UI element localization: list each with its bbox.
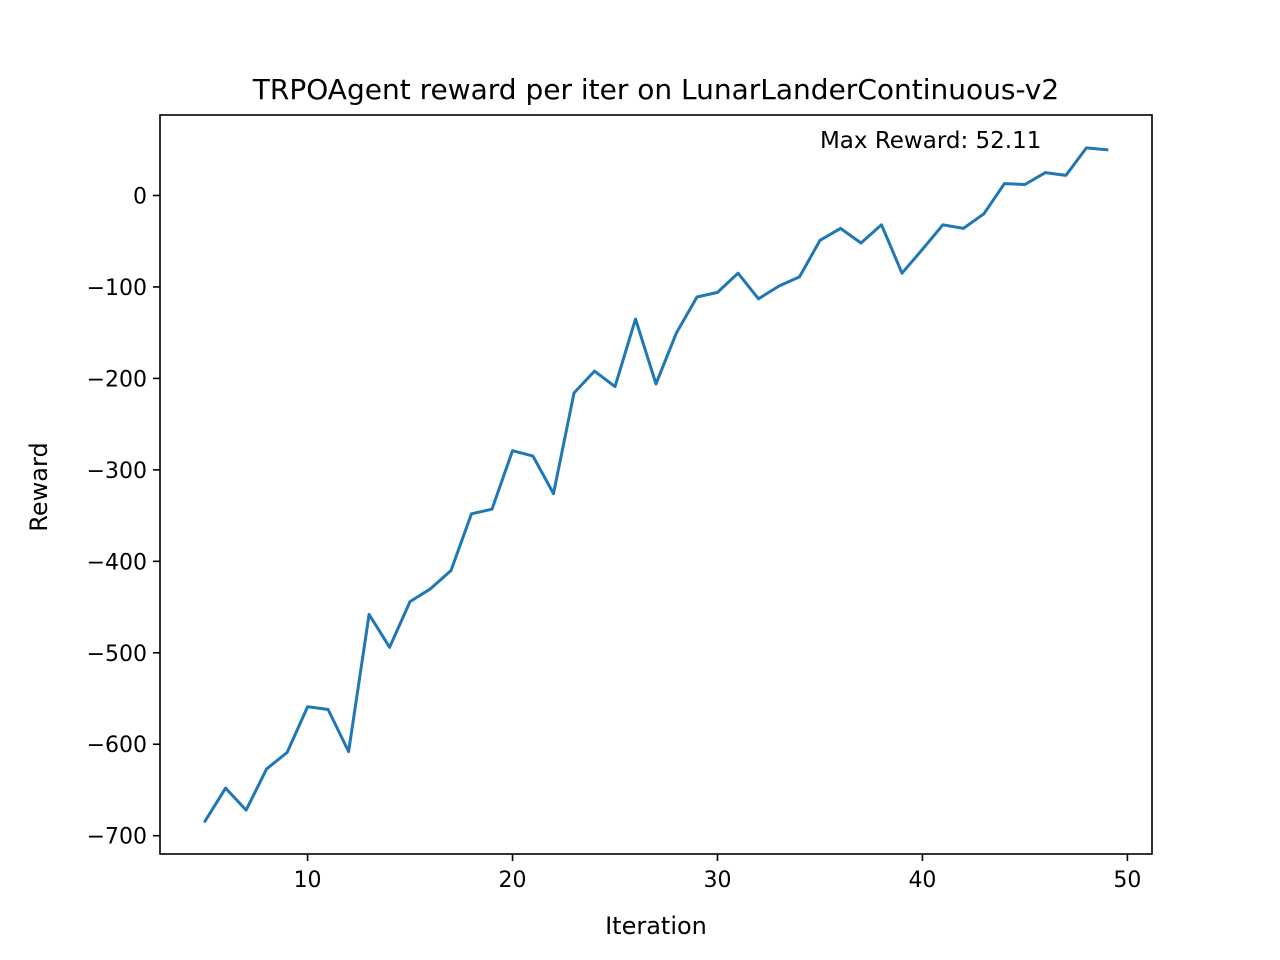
x-tick-label: 10 [294,868,322,893]
plot-area [203,146,1109,824]
max-reward-annotation: Max Reward: 52.11 [820,128,1041,154]
y-tick-label: −400 [87,550,147,575]
y-tick-label: −200 [87,367,147,392]
axes-frame [159,114,1153,855]
y-tick-label: −300 [87,459,147,484]
y-tick-label: −500 [87,642,147,667]
x-tick-label: 30 [703,868,731,893]
x-tick-label: 50 [1113,868,1141,893]
chart-title: TRPOAgent reward per iter on LunarLander… [252,73,1059,106]
y-tick-label: −100 [87,276,147,301]
y-tick-label: −600 [87,733,147,758]
y-tick-label: −700 [87,825,147,850]
x-tick-label: 40 [908,868,936,893]
y-tick-label: 0 [133,184,147,209]
y-axis-label: Reward [25,442,53,531]
reward-series-line [203,146,1109,824]
x-tick-label: 20 [499,868,527,893]
x-axis-label: Iteration [605,912,707,940]
